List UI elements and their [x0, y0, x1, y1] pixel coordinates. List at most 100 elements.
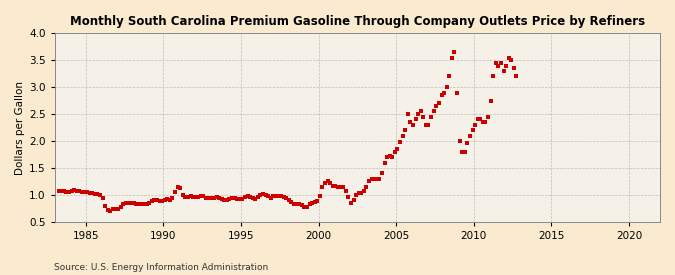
Point — [389, 150, 400, 154]
Point — [361, 185, 372, 189]
Point — [312, 199, 323, 204]
Point — [351, 192, 362, 197]
Point — [382, 155, 393, 159]
Point — [367, 177, 377, 181]
Point — [322, 179, 333, 183]
Point — [384, 154, 395, 158]
Point — [149, 198, 160, 202]
Point — [237, 196, 248, 201]
Point — [327, 183, 338, 188]
Point — [216, 197, 227, 201]
Point — [167, 196, 178, 200]
Point — [418, 115, 429, 119]
Point — [175, 186, 186, 191]
Point — [234, 197, 245, 201]
Point — [151, 198, 162, 202]
Point — [193, 195, 204, 199]
Point — [169, 190, 180, 194]
Point — [115, 204, 126, 209]
Point — [291, 202, 302, 207]
Point — [273, 194, 284, 198]
Point — [76, 189, 87, 194]
Point — [182, 195, 193, 199]
Point — [244, 195, 255, 199]
Point — [441, 85, 452, 89]
Point — [247, 196, 258, 200]
Point — [118, 202, 129, 207]
Point — [136, 202, 146, 207]
Point — [423, 123, 434, 127]
Point — [330, 184, 341, 188]
Point — [395, 140, 406, 144]
Title: Monthly South Carolina Premium Gasoline Through Company Outlets Price by Refiner: Monthly South Carolina Premium Gasoline … — [70, 15, 645, 28]
Point — [511, 74, 522, 79]
Point — [377, 171, 387, 175]
Point — [95, 192, 105, 197]
Point — [92, 192, 103, 196]
Point — [190, 195, 201, 199]
Point — [255, 192, 266, 197]
Point — [485, 98, 496, 103]
Point — [464, 133, 475, 138]
Point — [467, 128, 478, 133]
Point — [480, 120, 491, 124]
Point — [258, 192, 269, 196]
Point — [501, 64, 512, 68]
Point — [369, 177, 379, 181]
Point — [56, 188, 67, 193]
Point — [131, 202, 142, 206]
Point — [144, 201, 155, 205]
Point — [374, 177, 385, 181]
Point — [371, 177, 382, 181]
Point — [289, 202, 300, 206]
Point — [439, 90, 450, 95]
Point — [506, 58, 517, 62]
Point — [74, 189, 85, 193]
Point — [141, 202, 152, 206]
Point — [90, 191, 101, 196]
Point — [69, 188, 80, 192]
Point — [475, 117, 486, 122]
Point — [196, 194, 207, 199]
Point — [188, 195, 198, 199]
Point — [340, 189, 351, 193]
Point — [508, 66, 519, 70]
Point — [421, 123, 431, 127]
Point — [338, 185, 348, 189]
Point — [154, 199, 165, 204]
Point — [271, 194, 281, 198]
Point — [103, 208, 113, 212]
Point — [405, 120, 416, 124]
Point — [242, 194, 253, 199]
Point — [379, 160, 390, 165]
Point — [333, 185, 344, 189]
Point — [110, 207, 121, 211]
Point — [400, 128, 410, 133]
Point — [325, 181, 335, 185]
Point — [59, 189, 70, 193]
Point — [364, 179, 375, 183]
Point — [97, 195, 108, 200]
Point — [72, 188, 82, 193]
Point — [284, 197, 294, 202]
Point — [408, 123, 418, 127]
Point — [431, 104, 441, 108]
Point — [402, 112, 413, 116]
Point — [387, 155, 398, 159]
Point — [265, 195, 276, 200]
Point — [268, 194, 279, 199]
Point — [286, 200, 297, 204]
Point — [198, 194, 209, 199]
Point — [493, 64, 504, 68]
Point — [227, 196, 238, 200]
Point — [275, 194, 286, 199]
Point — [299, 205, 310, 209]
Point — [504, 55, 514, 60]
Point — [343, 195, 354, 199]
Point — [315, 194, 325, 198]
Point — [470, 123, 481, 127]
Point — [429, 109, 439, 114]
Point — [436, 93, 447, 97]
Point — [105, 209, 116, 213]
Text: Source: U.S. Energy Information Administration: Source: U.S. Energy Information Administ… — [54, 263, 268, 272]
